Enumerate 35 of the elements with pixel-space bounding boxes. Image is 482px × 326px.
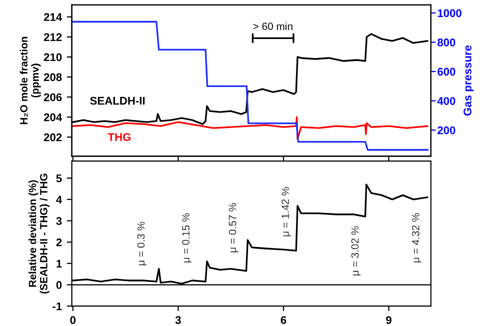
- x-tick-label: 9: [386, 316, 392, 324]
- y2-tick-label: 400: [437, 97, 456, 105]
- y-tick-label: 0: [56, 281, 62, 289]
- y-tick-label: 204: [44, 113, 62, 122]
- y-tick-label: 4: [56, 196, 62, 204]
- y2-tick-label: 1000: [438, 9, 462, 18]
- y-tick-label: 1: [56, 260, 62, 268]
- y-tick-label: 2: [56, 238, 62, 246]
- annotation: μ = 0.3 %: [137, 222, 147, 266]
- y2-tick-label: 600: [438, 68, 456, 76]
- annotation: μ = 1.42 %: [282, 187, 291, 236]
- y-tick-label: 214: [44, 13, 62, 21]
- y2-tick-label: 200: [438, 126, 456, 134]
- y-tick-label: 210: [44, 53, 62, 62]
- annotation: μ = 0.57 %: [228, 202, 238, 252]
- y-tick-label: 3: [56, 217, 62, 225]
- y-tick-label: 212: [44, 33, 62, 41]
- x-tick-label: 0: [70, 316, 76, 324]
- y-axis-title: H₂O mole fraction (ppmv): [20, 36, 41, 124]
- series-label: THG: [108, 133, 130, 141]
- y-tick-label: 5: [56, 174, 62, 182]
- annotation: > 60 min: [253, 22, 292, 30]
- annotation: μ = 3.02 %: [351, 226, 361, 276]
- y-tick-label: 208: [44, 73, 62, 82]
- x-tick-label: 6: [280, 316, 286, 324]
- series-label: SEALDH-II: [90, 96, 145, 105]
- y2-axis-title: Gas pressure: [464, 45, 474, 116]
- y-tick-label: 202: [44, 133, 62, 142]
- y-tick-label: 206: [44, 93, 62, 102]
- y-tick-label: -1: [52, 302, 62, 310]
- annotation: μ = 4.32 %: [412, 213, 422, 262]
- x-tick-label: 3: [175, 316, 181, 324]
- annotation: μ = 0.15 %: [182, 213, 192, 262]
- y2-tick-label: 800: [438, 38, 456, 46]
- y-axis-title: Relative deviation (%) (SEALDH-II - THG) / THG: [28, 174, 50, 294]
